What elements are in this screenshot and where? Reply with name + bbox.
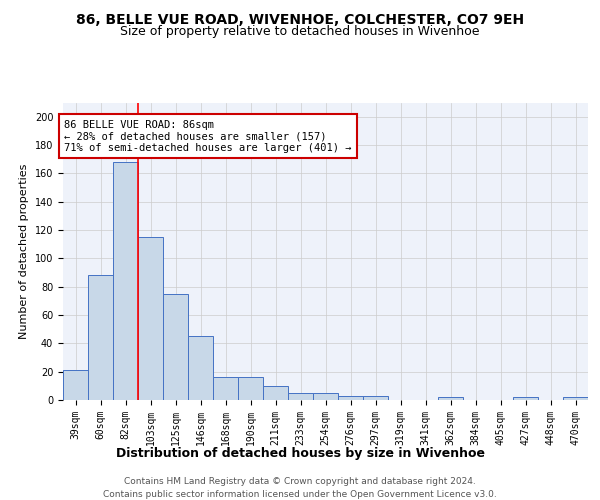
Bar (163, 294, 188, 400)
Bar (513, 397, 538, 400)
Bar (63, 370, 88, 400)
Bar (288, 393, 313, 400)
Y-axis label: Number of detached properties: Number of detached properties (19, 164, 29, 339)
Bar (363, 396, 388, 400)
Text: 86 BELLE VUE ROAD: 86sqm
← 28% of detached houses are smaller (157)
71% of semi-: 86 BELLE VUE ROAD: 86sqm ← 28% of detach… (64, 120, 352, 152)
Bar (88, 276, 113, 400)
Bar (438, 397, 463, 400)
Text: Contains HM Land Registry data © Crown copyright and database right 2024.
Contai: Contains HM Land Registry data © Crown c… (103, 478, 497, 499)
Bar (238, 378, 263, 400)
Text: 86, BELLE VUE ROAD, WIVENHOE, COLCHESTER, CO7 9EH: 86, BELLE VUE ROAD, WIVENHOE, COLCHESTER… (76, 12, 524, 26)
Bar (313, 393, 338, 400)
Bar (263, 386, 288, 400)
Text: Size of property relative to detached houses in Wivenhoe: Size of property relative to detached ho… (120, 25, 480, 38)
Text: Distribution of detached houses by size in Wivenhoe: Distribution of detached houses by size … (115, 448, 485, 460)
Bar (188, 336, 213, 400)
Bar (563, 397, 588, 400)
Bar (338, 396, 363, 400)
Bar (213, 378, 238, 400)
Bar (113, 162, 138, 400)
Bar (138, 237, 163, 400)
